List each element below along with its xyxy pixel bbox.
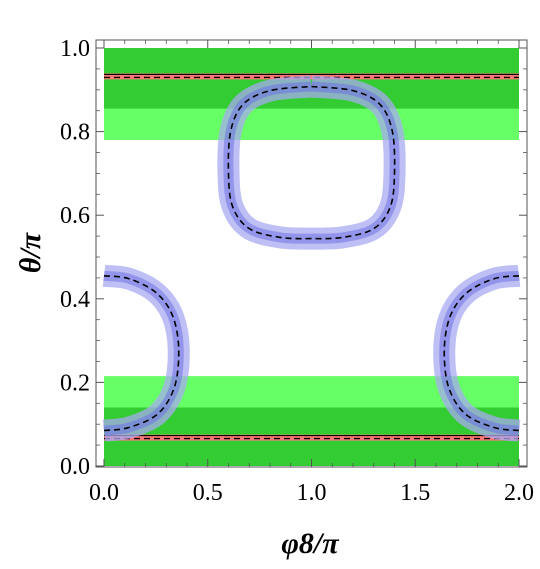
x-tick-label-4: 2.0	[504, 480, 534, 506]
top-loop-line	[227, 85, 396, 240]
right-arc-line	[443, 275, 520, 432]
x-tick-label-0: 0.0	[89, 480, 119, 506]
y-tick-label-4: 0.8	[60, 120, 90, 146]
y-tick-label-1: 0.2	[60, 370, 90, 396]
y-tick-label-5: 1.0	[60, 36, 90, 62]
x-tick-label-1: 0.5	[193, 480, 223, 506]
ticks-layer: 0.0 0.5 1.0 1.5 2.0 0.0 0.2 0.4 0.6 0.8 1.0	[60, 36, 534, 506]
y-tick-label-0: 0.0	[60, 454, 90, 480]
curves-layer	[102, 75, 521, 442]
x-tick-label-2: 1.0	[297, 480, 327, 506]
left-arc-line	[103, 275, 180, 432]
y-tick-label-3: 0.6	[60, 203, 90, 229]
x-axis-label: φ8/π	[281, 527, 339, 560]
x-tick-label-3: 1.5	[400, 480, 430, 506]
y-axis-label: θ/π	[14, 232, 47, 273]
y-tick-label-2: 0.4	[60, 287, 90, 313]
